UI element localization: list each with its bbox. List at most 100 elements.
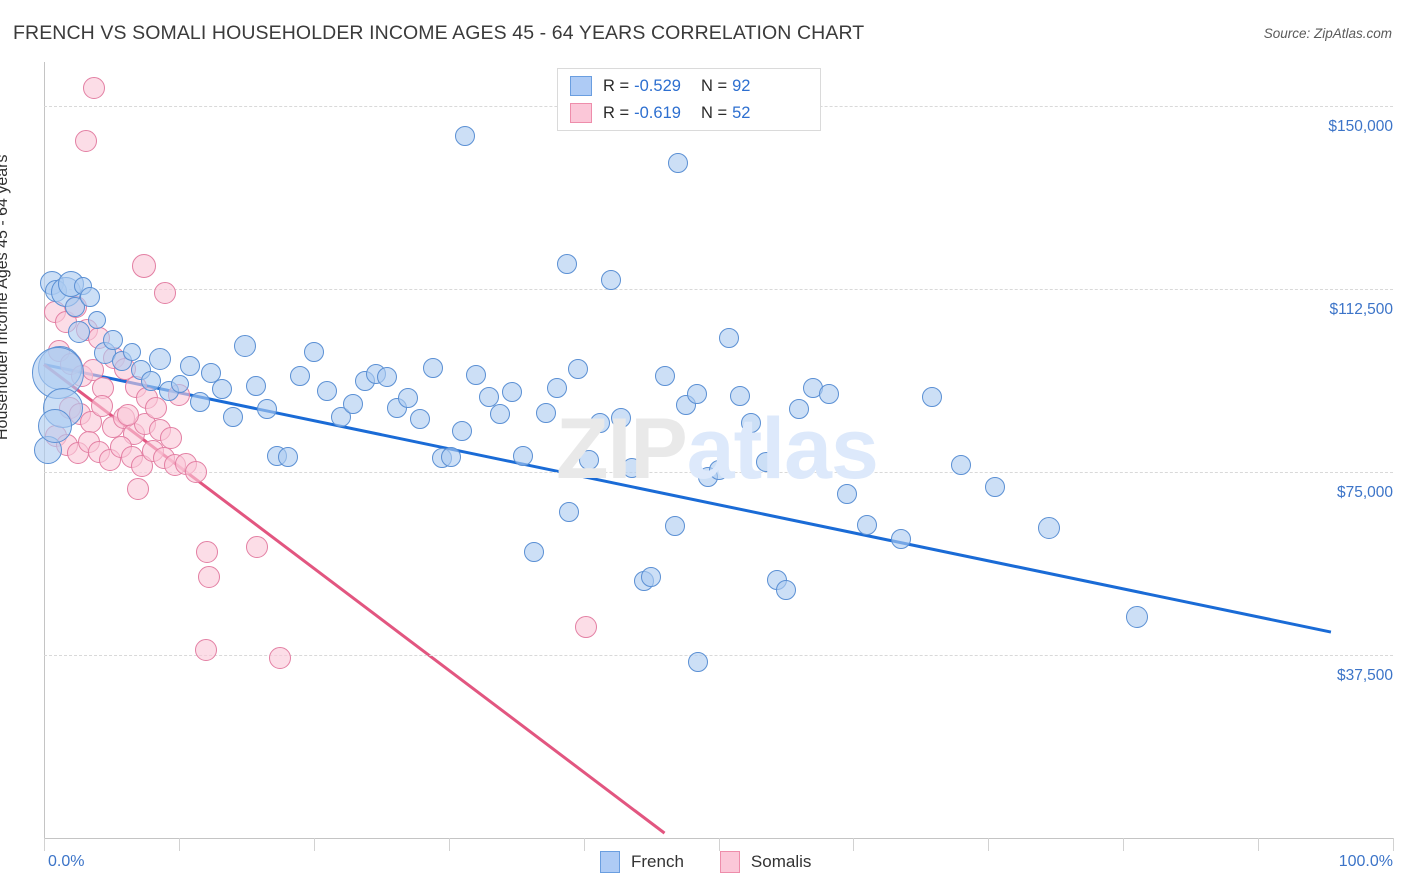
scatter-point-fr[interactable] xyxy=(740,412,761,433)
scatter-point-fr[interactable] xyxy=(890,529,911,550)
scatter-point-fr[interactable] xyxy=(600,270,621,291)
scatter-point-fr[interactable] xyxy=(317,381,338,402)
scatter-point-so[interactable] xyxy=(185,461,208,484)
scatter-point-fr[interactable] xyxy=(222,406,243,427)
scatter-point-fr[interactable] xyxy=(410,408,431,429)
scatter-point-fr[interactable] xyxy=(489,404,510,425)
scatter-point-fr[interactable] xyxy=(454,125,475,146)
scatter-point-so[interactable] xyxy=(127,478,150,501)
scatter-point-fr[interactable] xyxy=(290,365,311,386)
scatter-point-fr[interactable] xyxy=(245,375,266,396)
scatter-point-fr[interactable] xyxy=(502,382,523,403)
scatter-point-fr[interactable] xyxy=(171,374,190,393)
watermark-zip: ZIP xyxy=(556,401,688,497)
scatter-point-fr[interactable] xyxy=(190,391,211,412)
scatter-point-fr[interactable] xyxy=(140,370,161,391)
scatter-point-fr[interactable] xyxy=(398,387,419,408)
scatter-point-fr[interactable] xyxy=(789,399,810,419)
scatter-point-fr[interactable] xyxy=(465,365,486,386)
scatter-point-fr[interactable] xyxy=(441,446,462,467)
scatter-point-fr[interactable] xyxy=(688,652,709,673)
scatter-point-so[interactable] xyxy=(194,639,217,662)
scatter-point-fr[interactable] xyxy=(376,366,397,387)
x-axis-tick xyxy=(313,838,315,851)
scatter-point-so[interactable] xyxy=(74,129,97,152)
scatter-point-fr[interactable] xyxy=(87,310,106,329)
scatter-point-fr[interactable] xyxy=(179,356,200,377)
scatter-point-fr[interactable] xyxy=(342,394,363,415)
scatter-point-fr[interactable] xyxy=(611,407,632,428)
scatter-point-fr[interactable] xyxy=(330,407,351,428)
scatter-point-fr[interactable] xyxy=(558,501,579,522)
scatter-point-so[interactable] xyxy=(269,646,292,669)
scatter-point-fr[interactable] xyxy=(212,379,233,400)
scatter-point-fr[interactable] xyxy=(535,403,556,424)
scatter-point-fr[interactable] xyxy=(278,447,299,468)
scatter-point-fr[interactable] xyxy=(775,579,796,600)
r-label-somalis: R = xyxy=(603,103,630,122)
n-value-french: 92 xyxy=(732,76,751,95)
scatter-point-fr[interactable] xyxy=(557,254,578,275)
scatter-point-fr[interactable] xyxy=(641,566,662,587)
scatter-point-fr[interactable] xyxy=(256,399,277,419)
scatter-point-fr[interactable] xyxy=(122,343,141,362)
scatter-point-fr[interactable] xyxy=(1125,605,1148,628)
plot-area xyxy=(31,62,1393,838)
scatter-point-fr[interactable] xyxy=(589,413,610,434)
scatter-point-so[interactable] xyxy=(246,535,269,558)
scatter-point-fr[interactable] xyxy=(149,347,171,370)
scatter-point-fr[interactable] xyxy=(819,383,840,404)
scatter-point-fr[interactable] xyxy=(546,377,567,398)
scatter-point-fr[interactable] xyxy=(68,321,91,344)
scatter-point-fr[interactable] xyxy=(37,408,72,443)
scatter-point-fr[interactable] xyxy=(755,451,776,472)
scatter-point-fr[interactable] xyxy=(79,287,100,308)
scatter-point-fr[interactable] xyxy=(523,541,544,562)
scatter-point-so[interactable] xyxy=(82,76,105,99)
scatter-point-so[interactable] xyxy=(196,541,219,564)
scatter-point-so[interactable] xyxy=(131,254,156,278)
scatter-point-so[interactable] xyxy=(575,616,598,639)
y-axis-tick-label: $150,000 xyxy=(1328,117,1393,135)
scatter-point-fr[interactable] xyxy=(708,460,729,480)
scatter-point-fr[interactable] xyxy=(65,297,86,317)
legend-item-somalis[interactable]: Somalis xyxy=(719,851,839,873)
scatter-point-fr[interactable] xyxy=(665,516,686,537)
scatter-point-fr[interactable] xyxy=(836,483,857,504)
scatter-point-fr[interactable] xyxy=(730,386,751,407)
scatter-point-so[interactable] xyxy=(116,404,139,427)
scatter-point-fr[interactable] xyxy=(686,383,707,404)
x-axis-tick xyxy=(988,838,990,851)
correlation-legend: R = -0.529 N = 92 R = -0.619 N = 52 xyxy=(557,68,821,131)
scatter-point-fr[interactable] xyxy=(479,386,500,407)
scatter-point-so[interactable] xyxy=(197,565,220,588)
scatter-point-fr[interactable] xyxy=(102,329,123,350)
scatter-point-fr[interactable] xyxy=(234,335,256,358)
scatter-point-fr[interactable] xyxy=(201,363,222,384)
scatter-point-fr[interactable] xyxy=(719,327,740,348)
scatter-point-fr[interactable] xyxy=(921,387,942,408)
scatter-point-so[interactable] xyxy=(154,281,177,304)
scatter-point-fr[interactable] xyxy=(856,515,877,536)
scatter-point-fr[interactable] xyxy=(985,476,1006,497)
scatter-point-fr[interactable] xyxy=(452,420,473,441)
scatter-point-fr[interactable] xyxy=(568,359,589,380)
scatter-point-so[interactable] xyxy=(159,426,182,449)
scatter-point-so[interactable] xyxy=(91,394,113,417)
n-value-somalis: 52 xyxy=(732,103,751,122)
scatter-point-fr[interactable] xyxy=(622,457,643,478)
scatter-point-fr[interactable] xyxy=(654,366,675,387)
scatter-point-so[interactable] xyxy=(144,397,167,420)
x-axis-tick xyxy=(1393,838,1394,851)
scatter-point-fr[interactable] xyxy=(512,446,533,467)
x-axis-min-label: 0.0% xyxy=(48,853,85,870)
scatter-point-fr[interactable] xyxy=(668,152,689,173)
scatter-point-fr[interactable] xyxy=(303,342,324,363)
scatter-point-fr[interactable] xyxy=(951,454,972,475)
series-legend: French Somalis xyxy=(600,851,839,873)
legend-item-french[interactable]: French xyxy=(600,851,712,873)
scatter-point-fr[interactable] xyxy=(1038,516,1060,539)
scatter-point-fr[interactable] xyxy=(578,449,599,470)
scatter-point-fr[interactable] xyxy=(422,358,443,379)
